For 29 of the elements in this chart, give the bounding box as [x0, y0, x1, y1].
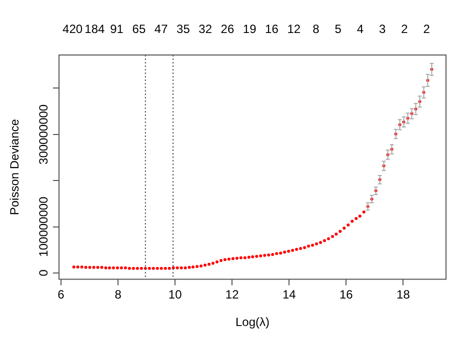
text: 12: [287, 22, 301, 36]
text: 26: [220, 22, 234, 36]
x-tick-label: 12: [225, 288, 240, 302]
text: 184: [84, 22, 106, 36]
y-tick-label: 100000000: [36, 196, 50, 257]
x-tick-label: 14: [282, 288, 296, 302]
text: 5: [334, 22, 342, 36]
text: 2: [401, 22, 408, 36]
x-tick-label: 10: [168, 288, 182, 302]
text: 16: [265, 22, 279, 36]
x-tick-label: 8: [114, 288, 122, 302]
text: 91: [110, 22, 124, 36]
text: 4: [356, 22, 364, 36]
x-tick-label: 6: [58, 288, 65, 302]
y-axis-title: Poisson Deviance: [8, 118, 22, 216]
text: 32: [198, 22, 212, 36]
text: 2: [423, 22, 430, 36]
text: 3: [379, 22, 386, 36]
text: 8: [312, 22, 320, 36]
text: 65: [132, 22, 146, 36]
text: 47: [154, 22, 168, 36]
y-tick-label: 0: [36, 269, 50, 276]
text: 35: [176, 22, 190, 36]
x-tick-label: 16: [340, 288, 354, 302]
x-axis-title: Log(λ): [235, 315, 270, 330]
x-tick-label: 18: [396, 288, 410, 302]
y-tick-label: 300000000: [36, 104, 50, 164]
text: 420: [62, 22, 83, 36]
text: 19: [242, 22, 257, 36]
